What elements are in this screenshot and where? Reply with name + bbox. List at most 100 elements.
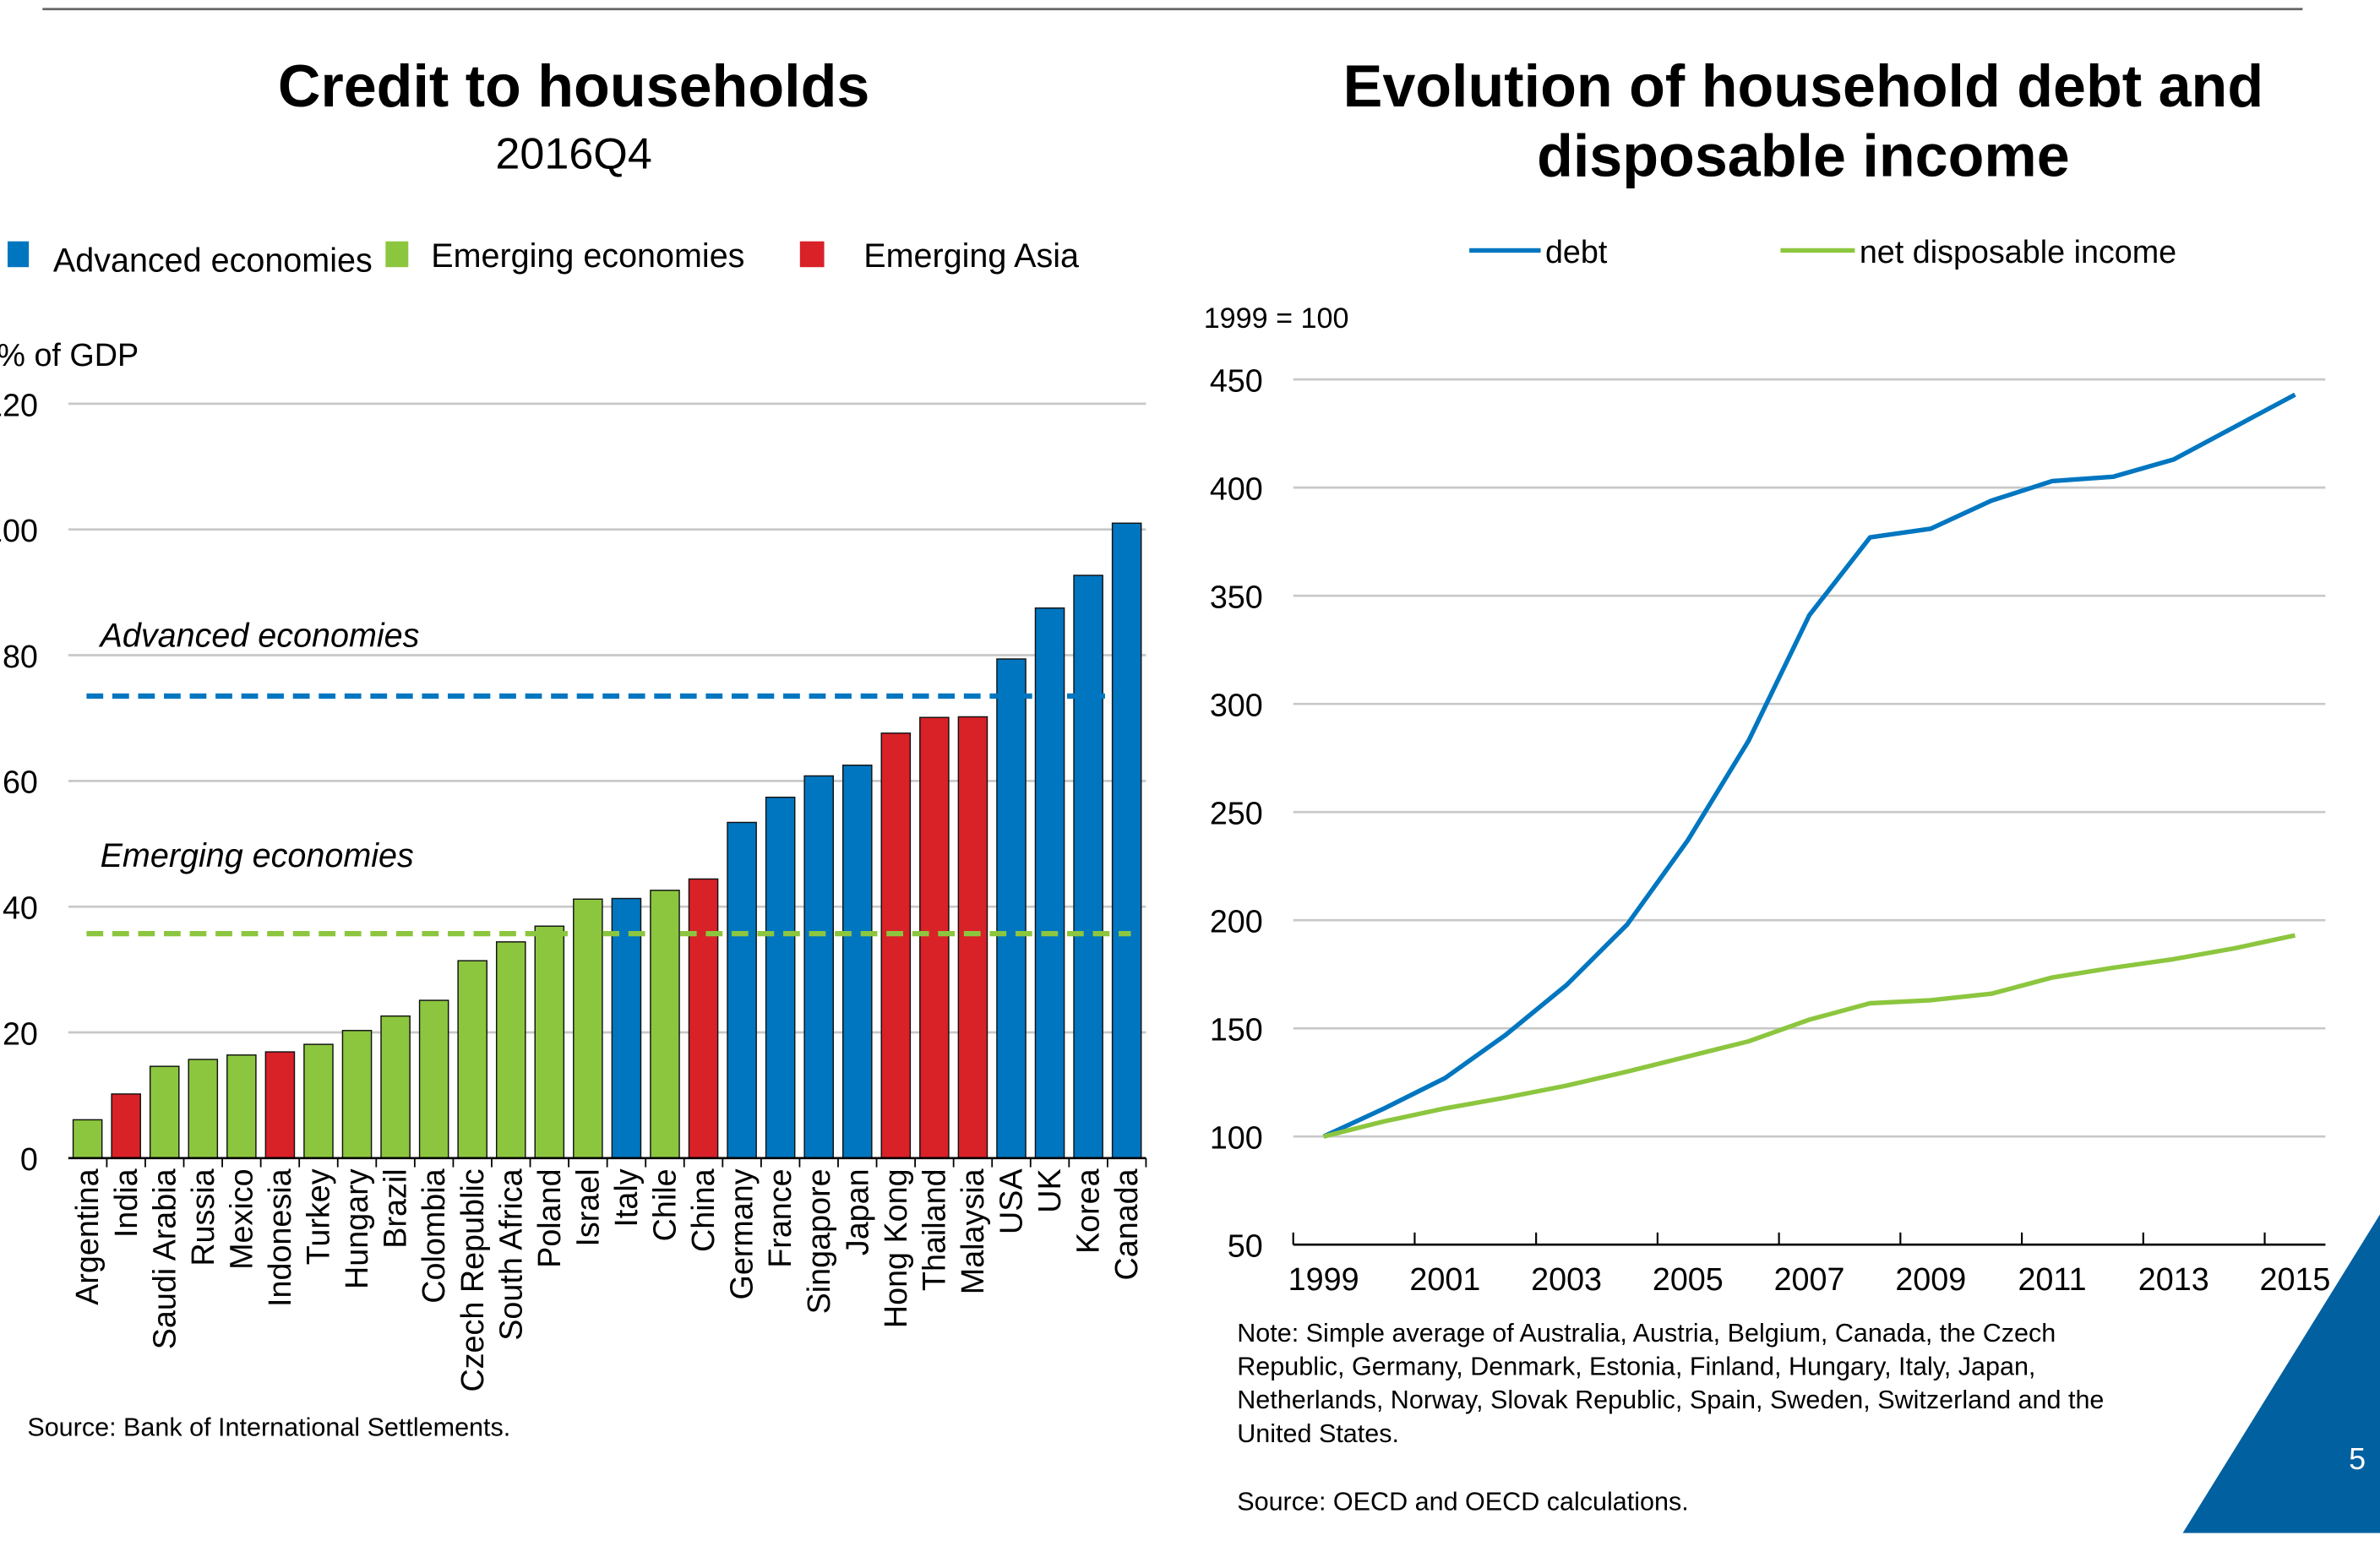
bar-category-label: Japan [839,1168,874,1255]
bar-category-label: USA [994,1168,1029,1234]
line-y-axis-label: 1999 = 100 [1204,302,1349,335]
bar-colombia [420,1000,449,1158]
bar-category-label: France [762,1168,798,1267]
bar-mexico [227,1055,256,1158]
line-chart-source: Source: OECD and OECD calculations. [1237,1488,1689,1516]
line-x-tick-label: 2013 [2138,1261,2209,1297]
bar-italy [612,898,640,1157]
bar-china [689,879,717,1157]
bar-legend: Advanced economies Emerging economies Em… [8,237,1079,279]
bar-russia [188,1059,217,1158]
bar-y-tick-label: 100 [0,513,38,548]
bar-south-africa [497,942,526,1158]
page-number: 5 [2349,1441,2366,1476]
bar-category-label: Turkey [301,1168,336,1265]
line-x-tick-label: 2003 [1531,1261,1602,1297]
line-chart-note-line: Republic, Germany, Denmark, Estonia, Fin… [1237,1353,2035,1381]
bar-category-label: China [685,1168,721,1252]
bar-turkey [304,1044,333,1158]
line-x-tick-label: 2015 [2259,1261,2330,1297]
bar-category-label: South Africa [493,1168,528,1340]
bar-saudi-arabia [150,1066,179,1158]
bar-france [766,798,795,1158]
line-x-tick-label: 2011 [2018,1261,2086,1297]
line-y-tick-label: 350 [1210,580,1263,615]
legend-label-emerging-asia: Emerging Asia [863,237,1079,275]
bar-chart-source: Source: Bank of International Settlement… [27,1413,510,1442]
legend-label-income: net disposable income [1860,234,2176,270]
bar-hungary [342,1031,371,1158]
line-chart-debt-income: Evolution of household debt and disposab… [1204,53,2331,1516]
bar-category-label: Canada [1108,1168,1144,1280]
bar-y-tick-label: 0 [20,1141,38,1177]
bar-category-label: Indonesia [262,1168,297,1307]
bar-czech-republic [458,961,487,1158]
legend-swatch-emerging-asia [800,242,825,268]
line-y-tick-label: 50 [1228,1228,1263,1264]
bar-category-label: Czech Republic [455,1168,490,1391]
series-line-debt [1324,395,2296,1136]
line-legend: debt net disposable income [1469,234,2176,270]
bar-india [112,1094,140,1158]
bar-germany [727,822,756,1157]
bar-category-label: Argentina [69,1168,105,1304]
bar-chart-subtitle: 2016Q4 [495,129,651,178]
line-chart-note-line: United States. [1237,1419,1399,1448]
legend-swatch-advanced [8,242,29,268]
bar-category-label: Mexico [223,1168,259,1269]
legend-label-debt: debt [1545,234,1608,270]
line-y-tick-label: 250 [1210,796,1263,831]
bar-chile [651,890,679,1158]
bar-y-tick-label: 60 [3,765,38,800]
bar-hong-kong [881,733,910,1158]
line-y-tick-label: 400 [1210,471,1263,507]
legend-label-advanced: Advanced economies [53,242,373,280]
bar-category-label: Italy [608,1168,644,1227]
line-x-tick-label: 2005 [1653,1261,1724,1297]
legend-swatch-emerging [385,242,408,268]
bar-category-label: Germany [724,1168,760,1299]
bar-y-axis-label: % of GDP [0,337,139,373]
line-chart-note-line: Note: Simple average of Australia, Austr… [1237,1319,2056,1348]
bar-category-label: Poland [531,1168,567,1267]
line-chart-note-line: Netherlands, Norway, Slovak Republic, Sp… [1237,1386,2104,1414]
line-chart-title-line1: Evolution of household debt and [1343,53,2264,119]
bar-uk [1035,608,1064,1158]
line-y-tick-label: 100 [1210,1120,1263,1156]
annotation-advanced-average: Advanced economies [99,617,420,654]
bar-category-label: Hong Kong [878,1168,913,1328]
line-chart-title-line2: disposable income [1537,123,2070,188]
bar-category-label: Malaysia [955,1168,990,1294]
bar-category-label: UK [1032,1168,1067,1212]
line-y-tick-label: 450 [1210,363,1263,399]
legend-label-emerging: Emerging economies [431,237,744,275]
bar-malaysia [958,716,987,1157]
bar-category-label: Thailand [916,1168,951,1291]
line-x-tick-label: 2009 [1895,1261,1966,1297]
bar-singapore [804,776,833,1157]
annotation-emerging-average: Emerging economies [101,837,414,874]
bar-y-tick-label: 120 [0,387,38,422]
bar-y-tick-label: 20 [3,1016,38,1051]
bar-y-tick-label: 40 [3,890,38,926]
bar-category-label: Korea [1070,1168,1106,1254]
bar-usa [997,659,1026,1158]
bar-category-label: Chile [647,1168,683,1241]
bar-chart-title: Credit to households [278,53,869,119]
bar-category-label: Singapore [801,1168,836,1314]
line-x-tick-label: 1999 [1288,1261,1359,1297]
line-y-tick-label: 200 [1210,904,1263,939]
bar-y-tick-label: 80 [3,639,38,674]
bar-category-label: Saudi Arabia [146,1168,182,1349]
bar-category-label: Hungary [339,1168,374,1289]
bar-category-label: Brazil [378,1168,413,1248]
bar-brazil [381,1016,410,1158]
bar-category-label: Russia [185,1168,221,1266]
line-y-tick-label: 300 [1210,688,1263,723]
bar-category-label: Colombia [416,1168,451,1303]
bar-korea [1074,575,1103,1158]
bar-canada [1113,523,1141,1158]
line-x-tick-label: 2007 [1774,1261,1845,1297]
